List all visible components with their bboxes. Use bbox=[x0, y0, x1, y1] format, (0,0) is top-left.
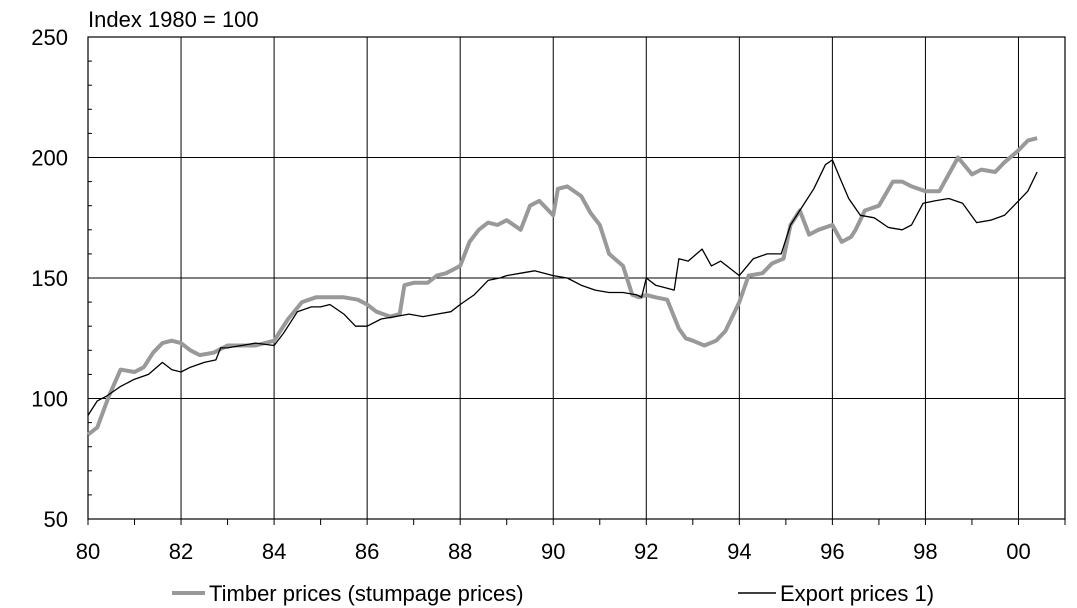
y-tick-label: 100 bbox=[31, 387, 68, 412]
x-tick-label: 96 bbox=[820, 539, 844, 564]
y-tick-labels: 50 100 150 200 250 bbox=[31, 25, 68, 532]
series-lines bbox=[86, 136, 1038, 437]
series-line-timber bbox=[86, 136, 1038, 437]
x-tick-label: 80 bbox=[76, 539, 100, 564]
x-tick-label: 98 bbox=[913, 539, 937, 564]
x-tick-label: 82 bbox=[169, 539, 193, 564]
x-tick-label: 84 bbox=[262, 539, 286, 564]
x-tick-labels: 80 82 84 86 88 90 92 94 96 98 00 bbox=[76, 539, 1031, 564]
x-tick-label: 88 bbox=[448, 539, 472, 564]
gridlines bbox=[88, 37, 1065, 519]
y-axis-title: Index 1980 = 100 bbox=[88, 7, 259, 32]
x-tick-label: 00 bbox=[1006, 539, 1030, 564]
y-tick-label: 50 bbox=[44, 507, 68, 532]
y-tick-label: 200 bbox=[31, 146, 68, 171]
series-line-export bbox=[87, 159, 1038, 416]
x-tick-label: 94 bbox=[727, 539, 751, 564]
x-tick-label: 90 bbox=[541, 539, 565, 564]
y-tick-label: 250 bbox=[31, 25, 68, 50]
plot-frame bbox=[87, 36, 1066, 520]
y-tick-label: 150 bbox=[31, 266, 68, 291]
legend-label-timber: Timber prices (stumpage prices) bbox=[209, 581, 524, 606]
x-tick-label: 86 bbox=[355, 539, 379, 564]
legend: Timber prices (stumpage prices) Export p… bbox=[172, 581, 934, 606]
x-tick-label: 92 bbox=[634, 539, 658, 564]
legend-label-export: Export prices 1) bbox=[780, 581, 934, 606]
minor-ticks bbox=[87, 36, 1066, 525]
